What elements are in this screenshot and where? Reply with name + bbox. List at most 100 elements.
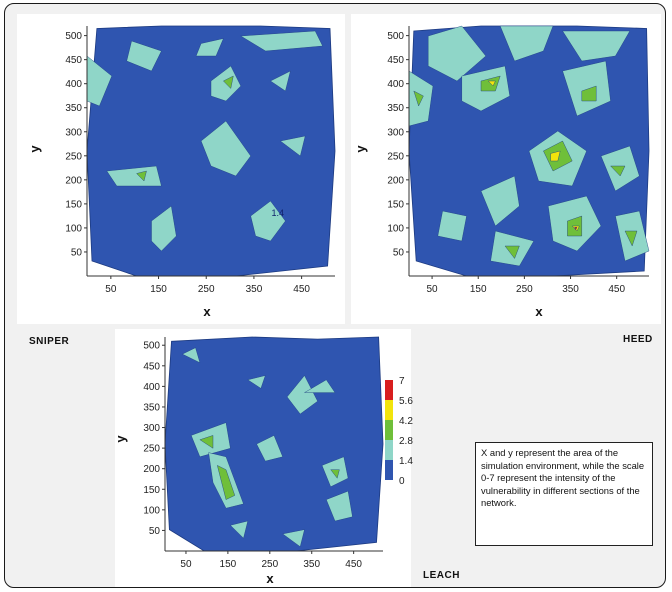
x-tick-label: 350 <box>303 559 320 570</box>
colorbar-tick-label: 2.8 <box>399 436 413 447</box>
contour-region-level-1 <box>562 30 631 62</box>
x-tick-label: 450 <box>293 284 310 295</box>
colorbar-segment <box>385 420 393 440</box>
y-tick-label: 450 <box>65 55 82 66</box>
contour-region-level-1 <box>256 435 283 462</box>
contour-region-level-1 <box>181 347 201 364</box>
y-tick-label: 250 <box>387 151 404 162</box>
contour-region-level-2 <box>136 170 147 182</box>
contour-region-level-1 <box>562 60 611 117</box>
y-tick-label: 500 <box>387 31 404 42</box>
y-tick-label: 250 <box>143 444 160 455</box>
y-axis-label: y <box>353 145 368 153</box>
y-tick-label: 50 <box>393 247 405 258</box>
contour-region-level-1 <box>200 120 251 177</box>
contour-region-level-2 <box>330 469 340 479</box>
y-tick-label: 250 <box>65 151 82 162</box>
figure-frame: 50 100 150 200 250 300 350 400 450 500 50 150 250 350… <box>4 3 666 588</box>
x-tick-label: 50 <box>427 284 439 295</box>
contour-region-level-1 <box>195 38 224 57</box>
contour-region-level-1 <box>151 205 177 252</box>
contour-region-level-2 <box>624 230 638 247</box>
leach-contour-plot: 50 100 150 200 250 300 350 400 450 500 50 150 250 350… <box>115 336 384 586</box>
x-tick-label: 350 <box>246 284 263 295</box>
x-tick-label: 50 <box>105 284 117 295</box>
x-tick-label: 450 <box>608 284 625 295</box>
heed-contour-plot: 50 100 150 200 250 300 350 400 450 500 50 150 250 350… <box>353 25 650 319</box>
contour-region-level-1 <box>303 379 336 393</box>
colorbar-segment <box>385 460 393 480</box>
leach-panel: 50 100 150 200 250 300 350 400 450 500 50 150 250 350… <box>115 329 411 587</box>
y-tick-label: 100 <box>387 223 404 234</box>
colorbar-segment <box>385 440 393 460</box>
contour-region-level-4 <box>574 227 578 231</box>
contour-region-level-1 <box>106 165 162 187</box>
colorbar-tick-label: 0 <box>399 476 405 487</box>
contour-region-level-1 <box>286 375 318 415</box>
contour-region-level-1 <box>437 210 467 242</box>
contour-region-level-2 <box>216 465 236 500</box>
contour-region-level-3 <box>487 80 496 87</box>
contour-region-level-3 <box>550 150 561 162</box>
y-tick-label: 150 <box>65 199 82 210</box>
contour-region-level-1 <box>499 25 554 62</box>
contour-region-level-1 <box>250 200 286 242</box>
contour-region-level-1 <box>282 529 305 548</box>
heed-caption: HEED <box>623 334 653 345</box>
contour-region-level-2 <box>581 85 597 102</box>
x-tick-label: 50 <box>180 559 192 570</box>
x-tick-label: 250 <box>516 284 533 295</box>
contour-region-level-1 <box>279 135 306 157</box>
colorbar: 7 5.6 4.2 2.8 1.4 0 <box>385 376 413 487</box>
x-axis-label: x <box>203 304 211 319</box>
y-tick-label: 400 <box>143 382 160 393</box>
y-tick-label: 150 <box>387 199 404 210</box>
x-tick-label: 450 <box>345 559 362 570</box>
contour-region-level-2 <box>504 245 520 259</box>
colorbar-tick-label: 5.6 <box>399 396 413 407</box>
contour-region-level-1 <box>326 490 353 522</box>
y-tick-label: 400 <box>387 79 404 90</box>
contour-region-level-1 <box>247 375 266 389</box>
y-tick-label: 50 <box>149 526 161 537</box>
contour-region-level-2 <box>223 75 234 89</box>
y-tick-label: 300 <box>387 127 404 138</box>
y-tick-label: 500 <box>65 31 82 42</box>
y-tick-label: 100 <box>65 223 82 234</box>
x-tick-label: 350 <box>562 284 579 295</box>
x-tick-label: 150 <box>150 284 167 295</box>
colorbar-tick-label: 7 <box>399 376 405 387</box>
colorbar-segment <box>385 380 393 400</box>
x-axis-label: x <box>266 571 274 586</box>
contour-region-level-2 <box>413 90 424 107</box>
contour-annotation: 1.4 <box>272 208 285 218</box>
y-tick-label: 450 <box>143 361 160 372</box>
y-axis-label: y <box>115 435 128 443</box>
x-tick-label: 250 <box>198 284 215 295</box>
y-tick-label: 50 <box>71 247 83 258</box>
x-tick-label: 250 <box>261 559 278 570</box>
contour-region-level-1 <box>270 70 291 92</box>
y-tick-label: 300 <box>143 423 160 434</box>
y-tick-label: 350 <box>387 103 404 114</box>
x-tick-label: 150 <box>470 284 487 295</box>
sniper-panel: 50 100 150 200 250 300 350 400 450 500 50 150 250 350… <box>17 14 345 324</box>
contour-region-level-1 <box>480 175 520 227</box>
contour-region-level-1 <box>427 25 487 82</box>
y-tick-label: 400 <box>65 79 82 90</box>
colorbar-segment <box>385 400 393 420</box>
sniper-caption: SNIPER <box>29 336 70 347</box>
x-tick-label: 150 <box>220 559 237 570</box>
colorbar-tick-label: 1.4 <box>399 456 413 467</box>
y-tick-label: 150 <box>143 485 160 496</box>
y-tick-label: 200 <box>387 175 404 186</box>
y-tick-label: 450 <box>387 55 404 66</box>
contour-region-level-1 <box>126 40 162 72</box>
y-tick-label: 500 <box>143 341 160 352</box>
colorbar-tick-label: 4.2 <box>399 416 413 427</box>
y-axis-label: y <box>27 145 42 153</box>
y-tick-label: 200 <box>143 464 160 475</box>
x-axis-label: x <box>535 304 543 319</box>
contour-region-level-2 <box>199 435 214 449</box>
y-tick-label: 350 <box>65 103 82 114</box>
